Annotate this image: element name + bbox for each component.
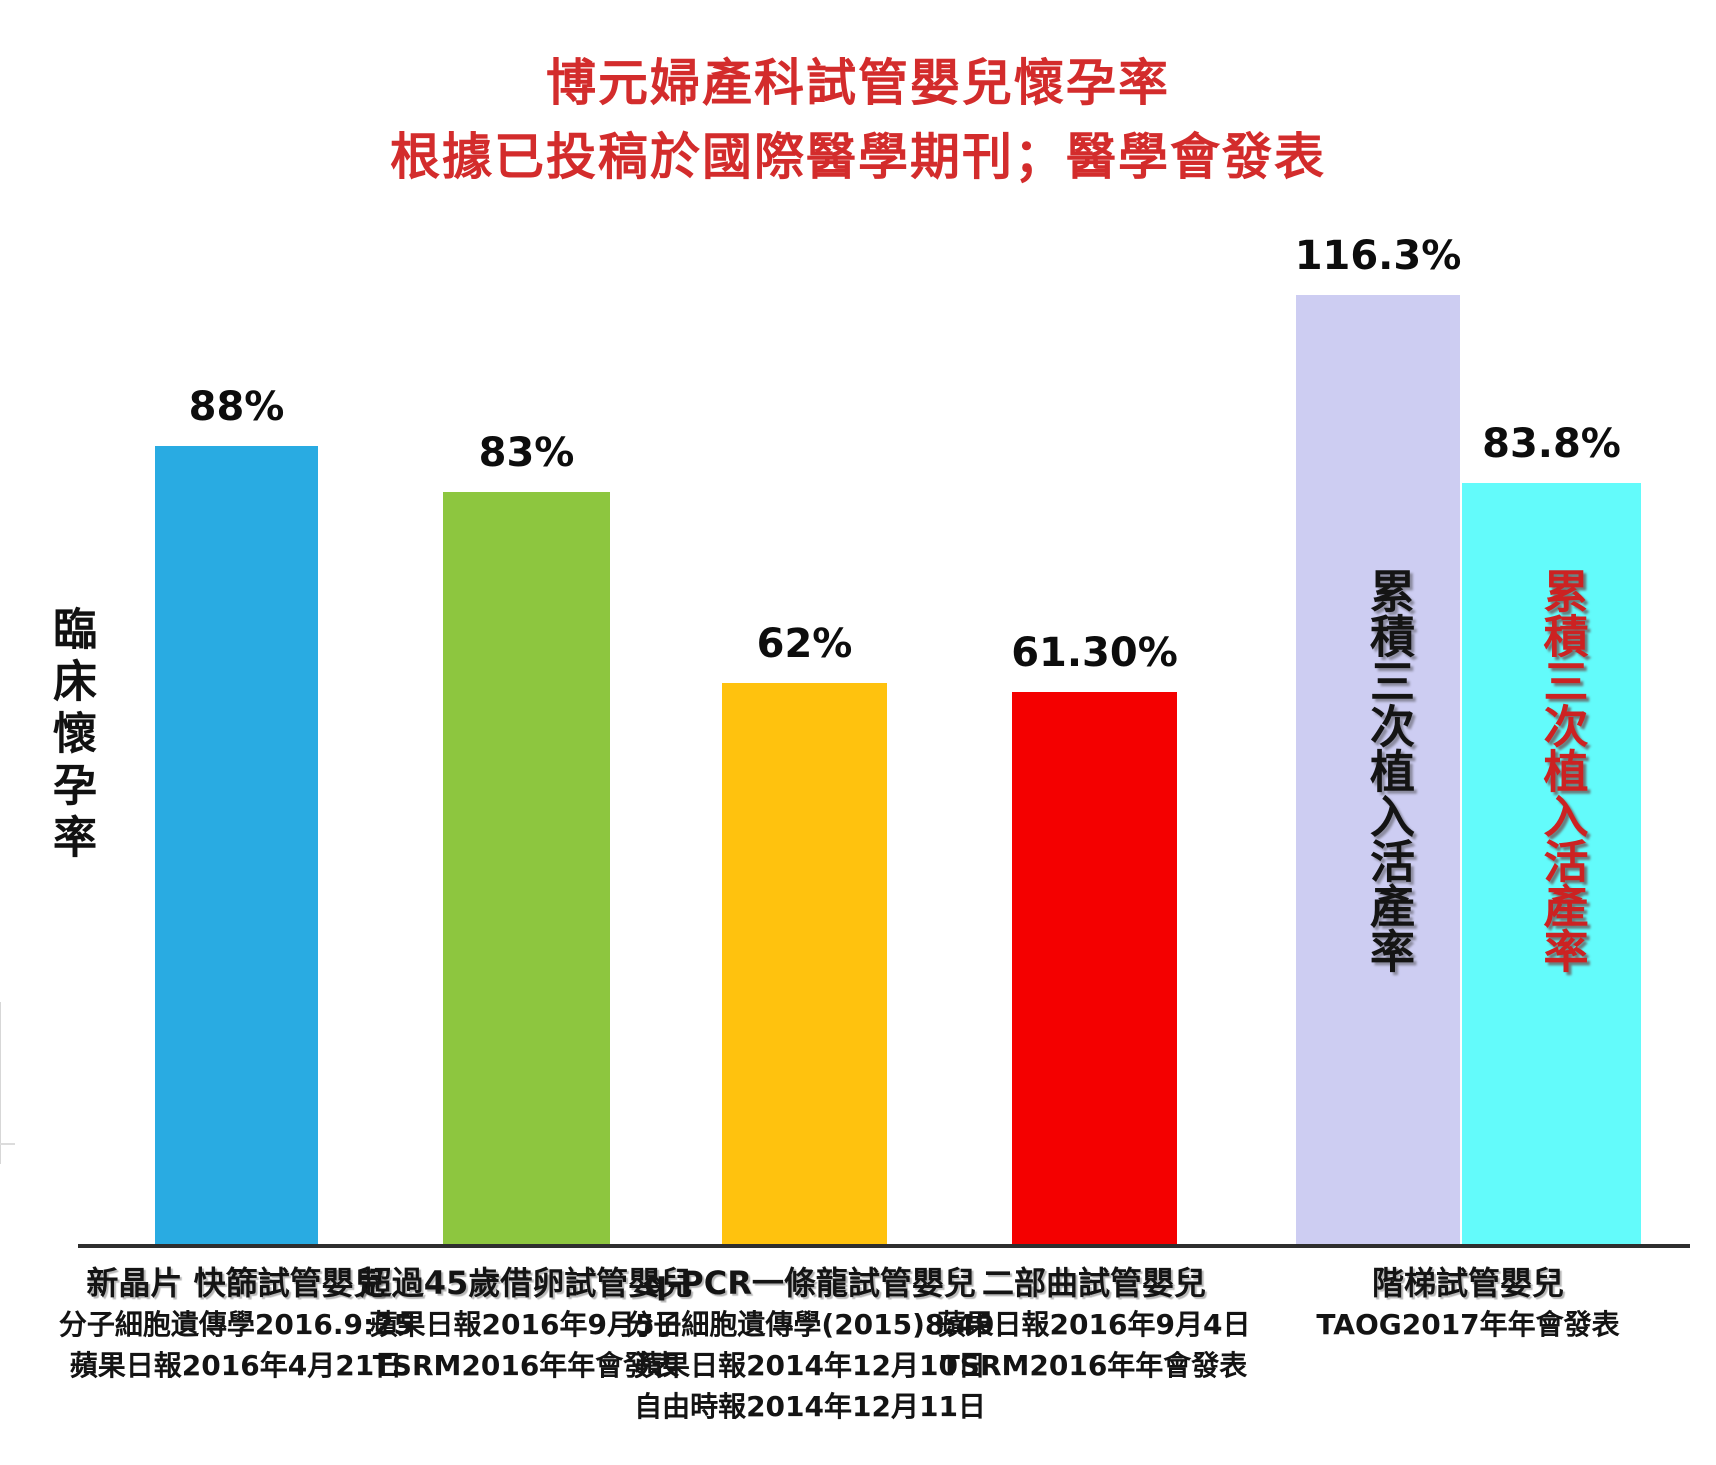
cumulative-live-birth-annotation-black: 累積三次植入活產率 (1362, 568, 1415, 973)
category-source: TAOG2017年年會發表 (1316, 1308, 1620, 1341)
bar-over45-egg-donation (443, 492, 610, 1246)
chart-subtitle: 根據已投稿於國際醫學期刊；醫學會發表 (390, 128, 1326, 186)
value-label: 116.3% (1294, 233, 1462, 279)
category-source: 蘋果日報2014年12月10日 (634, 1349, 986, 1382)
category-label-chip-screening: 新晶片 快篩試管嬰兒 分子細胞遺傳學2016.9:25 蘋果日報2016年4月2… (26, 1262, 446, 1386)
bar-two-part (1012, 692, 1177, 1246)
value-label: 62% (756, 621, 853, 667)
category-title: 二部曲試管嬰兒 (981, 1264, 1206, 1302)
chart-title: 博元婦產科試管嬰兒懷孕率 (546, 54, 1170, 112)
category-title: 超過45歲借卵試管嬰兒 (359, 1264, 693, 1302)
cumulative-live-birth-annotation-red: 累積三次植入活產率 (1535, 568, 1589, 973)
bar-staircase-cumulative-black (1296, 295, 1460, 1246)
category-source: 自由時報2014年12月11日 (634, 1390, 986, 1423)
value-label: 88% (188, 384, 285, 430)
value-label: 83.8% (1482, 421, 1621, 467)
bar-staircase-cumulative-red (1462, 483, 1641, 1246)
bar-qpcr (722, 683, 887, 1246)
category-label-over45: 超過45歲借卵試管嬰兒 蘋果日報2016年9月5日 TSRM2016年年會發表 (316, 1262, 736, 1386)
category-source: TSRM2016年年會發表 (940, 1349, 1248, 1382)
left-edge-artifact-tick (0, 1143, 15, 1145)
category-title: 階梯試管嬰兒 (1371, 1264, 1564, 1302)
category-label-qpcr: q-PCR一條龍試管嬰兒 分子細胞遺傳學(2015)8:49 蘋果日報2014年… (600, 1262, 1020, 1427)
category-source: 分子細胞遺傳學2016.9:25 (58, 1308, 414, 1341)
value-label: 83% (478, 430, 575, 476)
category-source: 蘋果日報2016年9月4日 (937, 1308, 1251, 1341)
category-source: TSRM2016年年會發表 (372, 1349, 680, 1382)
category-label-staircase: 階梯試管嬰兒 TAOG2017年年會發表 (1258, 1262, 1678, 1345)
category-source: 蘋果日報2016年4月21日 (69, 1349, 403, 1382)
category-title: 新晶片 快篩試管嬰兒 (86, 1264, 386, 1302)
x-axis-line (78, 1244, 1690, 1248)
value-label: 61.30% (1011, 630, 1178, 676)
bar-chip-screening (155, 446, 318, 1246)
category-source: 蘋果日報2016年9月5日 (369, 1308, 683, 1341)
y-axis-label: 臨床懷孕率 (45, 606, 96, 866)
category-source: 分子細胞遺傳學(2015)8:49 (625, 1308, 995, 1341)
left-edge-artifact-line (0, 1002, 1, 1164)
category-title: q-PCR一條龍試管嬰兒 (644, 1264, 976, 1302)
category-label-two-part: 二部曲試管嬰兒 蘋果日報2016年9月4日 TSRM2016年年會發表 (884, 1262, 1304, 1386)
